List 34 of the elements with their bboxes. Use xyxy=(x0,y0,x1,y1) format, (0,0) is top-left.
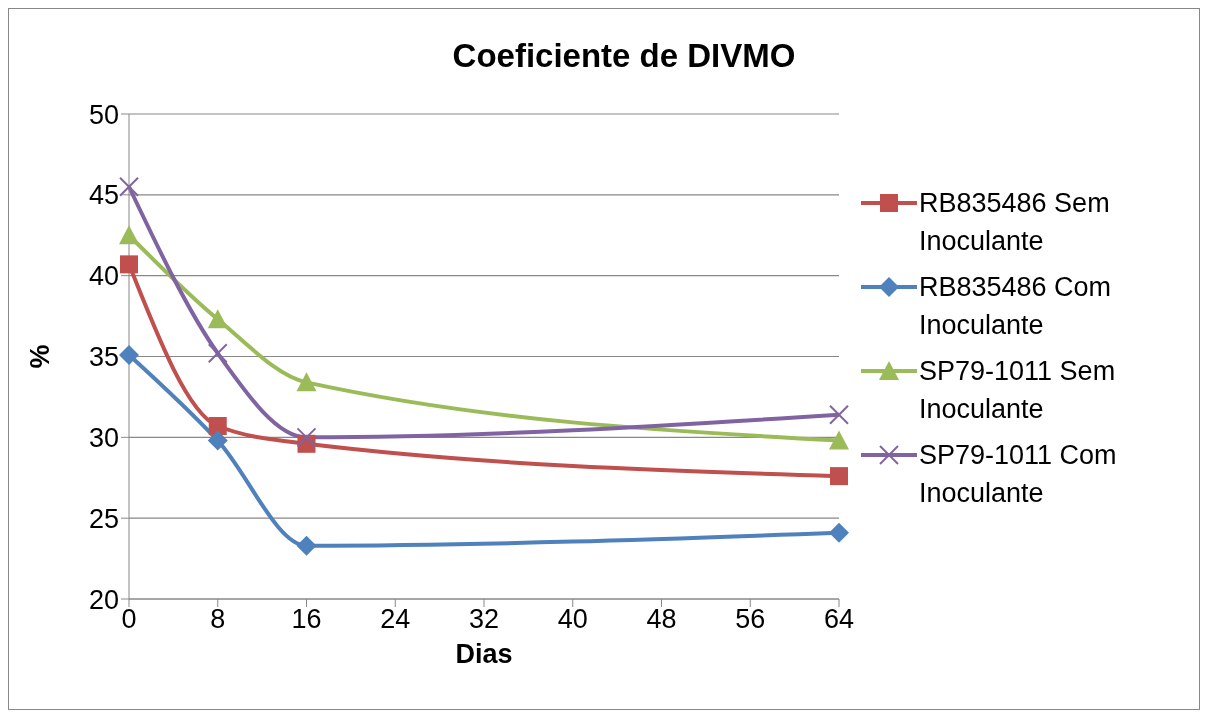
x-tick-label: 8 xyxy=(210,604,226,635)
x-tick-label: 64 xyxy=(823,604,855,635)
point xyxy=(830,467,848,486)
legend-label: SP79-1011 Sem Inoculante xyxy=(919,355,1117,426)
legend-label: RB835486 Com Inoculante xyxy=(919,271,1113,342)
x-tick-label: 48 xyxy=(646,604,677,635)
x-axis-title: Dias xyxy=(455,639,513,669)
chart-title: Coeficiente de DIVMO xyxy=(451,37,797,75)
y-tick-label: 40 xyxy=(88,261,119,292)
legend-label: SP79-1011 Com Inoculante xyxy=(919,439,1118,510)
point xyxy=(829,522,849,543)
y-tick-label: 50 xyxy=(88,99,119,130)
legend-label: RB835486 Sem Inoculante xyxy=(919,187,1111,258)
point xyxy=(296,535,317,556)
x-tick-label: 0 xyxy=(121,604,137,635)
y-tick-label: 30 xyxy=(88,422,119,453)
point xyxy=(120,255,138,274)
y-tick-label: 25 xyxy=(88,503,119,534)
point xyxy=(207,309,228,329)
x-tick-label: 56 xyxy=(735,604,766,635)
y-tick-label: 35 xyxy=(88,342,119,373)
x-tick-label: 40 xyxy=(557,604,588,635)
point xyxy=(296,372,317,392)
x-tick-label: 24 xyxy=(380,604,411,635)
y-axis-title: % xyxy=(24,344,55,369)
y-tick-label: 20 xyxy=(88,584,119,615)
x-tick-label: 32 xyxy=(468,604,500,635)
x-tick-label: 16 xyxy=(291,604,322,635)
point xyxy=(207,430,228,451)
point xyxy=(119,344,139,365)
point xyxy=(208,417,227,436)
y-tick-label: 45 xyxy=(88,180,119,211)
point xyxy=(829,430,849,450)
point xyxy=(119,225,139,245)
